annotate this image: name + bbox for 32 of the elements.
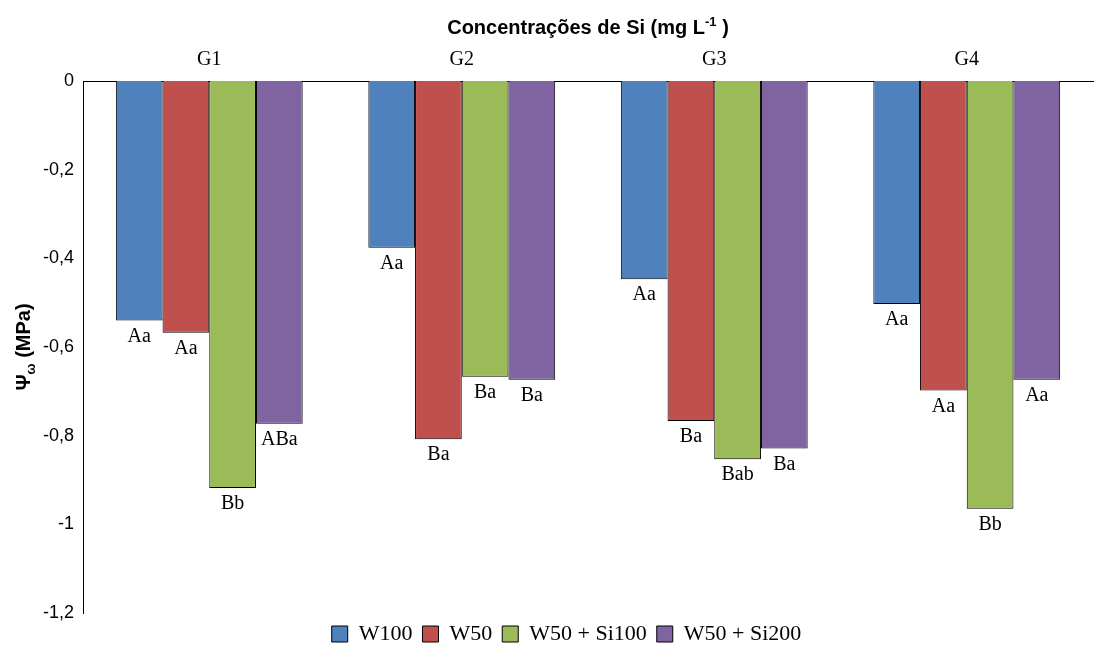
y-axis-title: Ψω (MPa) bbox=[12, 303, 38, 391]
legend-label: W100 bbox=[358, 619, 413, 645]
data-label: Ba bbox=[679, 424, 703, 447]
data-label: Aa bbox=[127, 323, 151, 346]
data-label: Aa bbox=[1025, 383, 1049, 406]
data-label: Aa bbox=[885, 307, 909, 330]
data-label: Aa bbox=[931, 393, 956, 416]
y-tick-label: -0,2 bbox=[42, 158, 75, 179]
y-tick-label: -1,2 bbox=[42, 601, 75, 622]
legend-label: W50 + Si100 bbox=[529, 619, 647, 645]
y-tick-label: 0 bbox=[64, 69, 75, 90]
data-label: Ba bbox=[474, 379, 497, 402]
legend-label: W50 + Si200 bbox=[683, 619, 802, 645]
data-label: Bab bbox=[721, 462, 754, 485]
y-tick-label: -0,4 bbox=[42, 247, 75, 268]
data-label: Aa bbox=[380, 250, 404, 273]
y-tick-label: -0,8 bbox=[42, 424, 75, 445]
x-tick-label: G4 bbox=[954, 47, 979, 70]
legend-label: W50 bbox=[449, 619, 493, 645]
data-label: Ba bbox=[427, 442, 450, 465]
data-label: Bb bbox=[220, 491, 245, 514]
y-tick-label: -0,6 bbox=[42, 335, 75, 356]
data-label: Aa bbox=[174, 336, 198, 359]
x-tick-label: G1 bbox=[197, 47, 222, 70]
data-label: Ba bbox=[520, 383, 544, 406]
data-label: ABa bbox=[261, 426, 298, 449]
y-tick-label: -1 bbox=[58, 513, 75, 534]
x-tick-label: G3 bbox=[702, 47, 727, 70]
x-tick-label: G2 bbox=[449, 47, 474, 70]
data-label: Bb bbox=[978, 512, 1002, 535]
data-label: Aa bbox=[632, 282, 656, 305]
data-label: Ba bbox=[773, 451, 796, 474]
